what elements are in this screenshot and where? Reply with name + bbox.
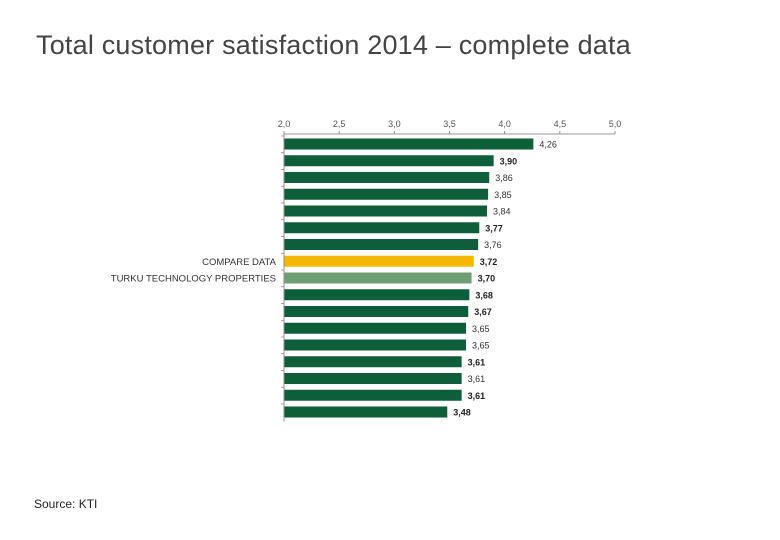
- page-title: Total customer satisfaction 2014 – compl…: [36, 30, 631, 60]
- bar: [284, 373, 462, 384]
- source-note: Source: KTI: [34, 497, 98, 511]
- x-tick-label: 3,0: [388, 119, 401, 129]
- bar: [284, 172, 490, 183]
- bar: [284, 255, 474, 267]
- bar: [284, 272, 472, 284]
- data-label: 3,48: [453, 408, 471, 418]
- category-label: COMPARE DATA: [202, 257, 277, 268]
- data-label: 3,68: [475, 290, 493, 300]
- data-label: 3,77: [485, 223, 503, 233]
- x-tick-label: 2,0: [278, 119, 291, 129]
- data-label: 3,84: [493, 207, 511, 217]
- x-tick-label: 4,0: [498, 119, 511, 129]
- bar: [284, 339, 467, 351]
- bar: [284, 389, 462, 401]
- data-label: 3,61: [468, 391, 486, 401]
- x-tick-label: 3,5: [443, 119, 456, 129]
- category-label: TURKU TECHNOLOGY PROPERTIES: [111, 274, 276, 285]
- data-label: 3,65: [472, 324, 490, 334]
- bar: [284, 155, 494, 167]
- bar: [284, 356, 462, 368]
- data-label: 3,90: [500, 156, 518, 166]
- data-label: 3,85: [494, 190, 512, 200]
- data-label: 3,72: [480, 257, 498, 267]
- data-label: 3,61: [468, 374, 486, 384]
- data-label: 3,70: [478, 274, 496, 284]
- data-label: 3,67: [474, 307, 492, 317]
- bar: [284, 138, 534, 150]
- x-tick-label: 2,5: [333, 119, 346, 129]
- bar: [284, 322, 467, 334]
- data-label: 3,61: [468, 357, 486, 367]
- x-tick-label: 5,0: [609, 119, 622, 129]
- x-tick-label: 4,5: [554, 119, 567, 129]
- bar: [284, 188, 489, 200]
- data-label: 4,26: [539, 140, 557, 150]
- data-label: 3,65: [472, 341, 490, 351]
- data-label: 3,86: [495, 173, 513, 183]
- bar: [284, 239, 479, 250]
- bar: [284, 306, 469, 317]
- bar: [284, 205, 488, 217]
- bar: [284, 406, 448, 418]
- bar: [284, 222, 480, 234]
- bar: [284, 289, 470, 301]
- data-label: 3,76: [484, 240, 502, 250]
